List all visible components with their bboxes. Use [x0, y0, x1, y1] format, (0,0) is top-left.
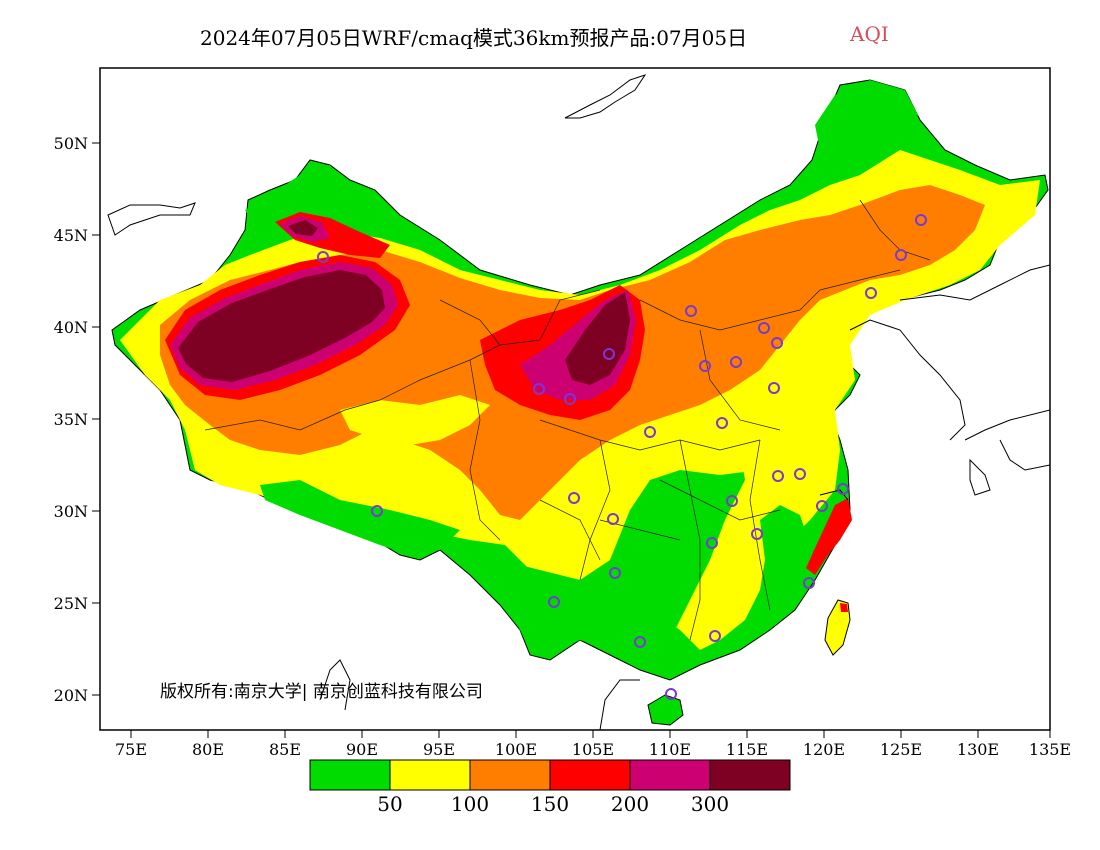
station-marker — [865, 287, 877, 299]
station-marker — [533, 383, 545, 395]
legend-label: 100 — [450, 792, 490, 816]
station-marker — [371, 505, 383, 517]
legend-swatch-good — [309, 759, 391, 791]
lon-label: 90E — [346, 740, 378, 759]
station-marker — [895, 249, 907, 261]
lon-label: 75E — [115, 740, 147, 759]
station-marker — [771, 337, 783, 349]
station-marker — [716, 417, 728, 429]
legend-swatch-hazardous — [709, 759, 791, 791]
title-aqi-tag: AQI — [850, 22, 889, 46]
lon-label: 120E — [803, 740, 845, 759]
station-marker — [568, 492, 580, 504]
legend-label: 50 — [377, 792, 403, 816]
region-taiwan-red — [840, 603, 848, 612]
lon-label: 115E — [726, 740, 768, 759]
map-title: 2024年07月05日WRF/cmaq模式36km预报产品:07月05日 AQI — [0, 22, 1100, 50]
station-marker — [794, 468, 806, 480]
lon-ticks — [130, 730, 1051, 738]
station-marker — [837, 483, 849, 495]
station-marker — [706, 537, 718, 549]
region-good-west — [245, 165, 345, 225]
station-marker — [730, 356, 742, 368]
region-hazardous-aqi — [178, 270, 385, 382]
lon-label: 85E — [269, 740, 301, 759]
legend-swatch-unhealthy — [549, 759, 631, 791]
region-good-southeast — [755, 505, 810, 625]
lon-label: 125E — [880, 740, 922, 759]
lat-label: 50N — [54, 134, 88, 153]
lat-label: 30N — [54, 502, 88, 521]
station-marker — [609, 567, 621, 579]
legend-swatch-usg — [469, 759, 551, 791]
lon-labels: 75E 80E 85E 90E 95E 100E 105E 110E 115E … — [115, 740, 1071, 759]
region-taiwan — [824, 599, 851, 656]
station-marker — [709, 630, 721, 642]
station-marker — [768, 382, 780, 394]
legend-label: 300 — [690, 792, 730, 816]
lat-ticks — [92, 142, 100, 696]
station-marker — [644, 426, 656, 438]
region-moderate-east — [640, 380, 830, 475]
copyright-text: 版权所有:南京大学| 南京创蓝科技有限公司 — [160, 682, 483, 702]
region-good-south — [495, 450, 745, 660]
region-hazardous-loess — [565, 292, 630, 385]
lat-labels: 50N 45N 40N 35N 30N 25N 20N — [54, 134, 88, 705]
station-marker — [699, 360, 711, 372]
station-marker — [772, 470, 784, 482]
station-marker — [607, 513, 619, 525]
lon-label: 80E — [192, 740, 224, 759]
station-marker — [816, 500, 828, 512]
station-marker — [803, 577, 815, 589]
lon-label: 100E — [495, 740, 537, 759]
lat-label: 40N — [54, 318, 88, 337]
station-marker — [751, 528, 763, 540]
station-marker — [685, 305, 697, 317]
lon-label: 105E — [572, 740, 614, 759]
station-marker — [603, 348, 615, 360]
lon-label: 130E — [957, 740, 999, 759]
region-good-tibet — [260, 480, 460, 555]
region-hazardous-jungar — [288, 220, 318, 236]
lat-label: 25N — [54, 594, 88, 613]
lat-label: 20N — [54, 686, 88, 705]
station-marker — [915, 214, 927, 226]
station-marker — [548, 596, 560, 608]
station-marker — [726, 495, 738, 507]
legend-label: 200 — [610, 792, 650, 816]
station-marker — [634, 636, 646, 648]
station-markers — [317, 214, 927, 700]
lon-label: 135E — [1029, 740, 1071, 759]
coastlines — [107, 74, 1050, 730]
lon-label: 110E — [649, 740, 691, 759]
map-plot-area — [100, 68, 1050, 730]
station-marker — [665, 688, 677, 700]
station-marker — [317, 251, 329, 263]
legend-swatch-very-unhealthy — [629, 759, 711, 791]
legend-swatch-moderate — [389, 759, 471, 791]
region-unhealthy-coast — [806, 498, 852, 575]
region-good-hainan — [647, 694, 684, 726]
station-marker — [758, 322, 770, 334]
station-marker — [564, 393, 576, 405]
title-main: 2024年07月05日WRF/cmaq模式36km预报产品:07月05日 — [200, 26, 748, 50]
region-moderate-inner — [340, 395, 490, 445]
region-good-northeast — [815, 80, 918, 165]
province-boundaries — [204, 199, 931, 641]
aqi-legend-bar — [309, 759, 791, 791]
lat-label: 35N — [54, 410, 88, 429]
lon-label: 95E — [423, 740, 455, 759]
plot-border — [99, 67, 1051, 731]
lat-label: 45N — [54, 226, 88, 245]
legend-label: 150 — [530, 792, 570, 816]
